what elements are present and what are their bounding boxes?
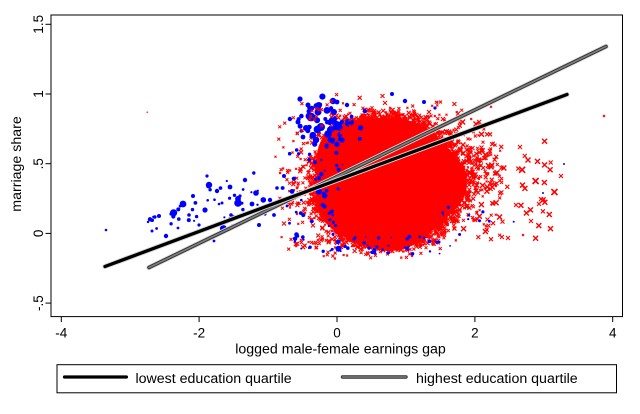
- svg-text:1.5: 1.5: [31, 15, 46, 34]
- svg-text:0: 0: [333, 326, 341, 341]
- svg-text:1: 1: [31, 90, 46, 98]
- svg-text:logged male-female earnings ga: logged male-female earnings gap: [235, 342, 446, 358]
- svg-text:-.5: -.5: [31, 295, 46, 311]
- svg-text:-2: -2: [193, 326, 205, 341]
- svg-text:0: 0: [31, 230, 46, 238]
- svg-text:marriage share: marriage share: [9, 116, 25, 212]
- svg-text:-4: -4: [55, 326, 67, 341]
- svg-text:4: 4: [609, 326, 617, 341]
- svg-text:lowest education quartile: lowest education quartile: [136, 371, 292, 387]
- svg-text:2: 2: [471, 326, 479, 341]
- svg-text:highest education quartile: highest education quartile: [416, 371, 578, 387]
- svg-text:.5: .5: [31, 158, 46, 169]
